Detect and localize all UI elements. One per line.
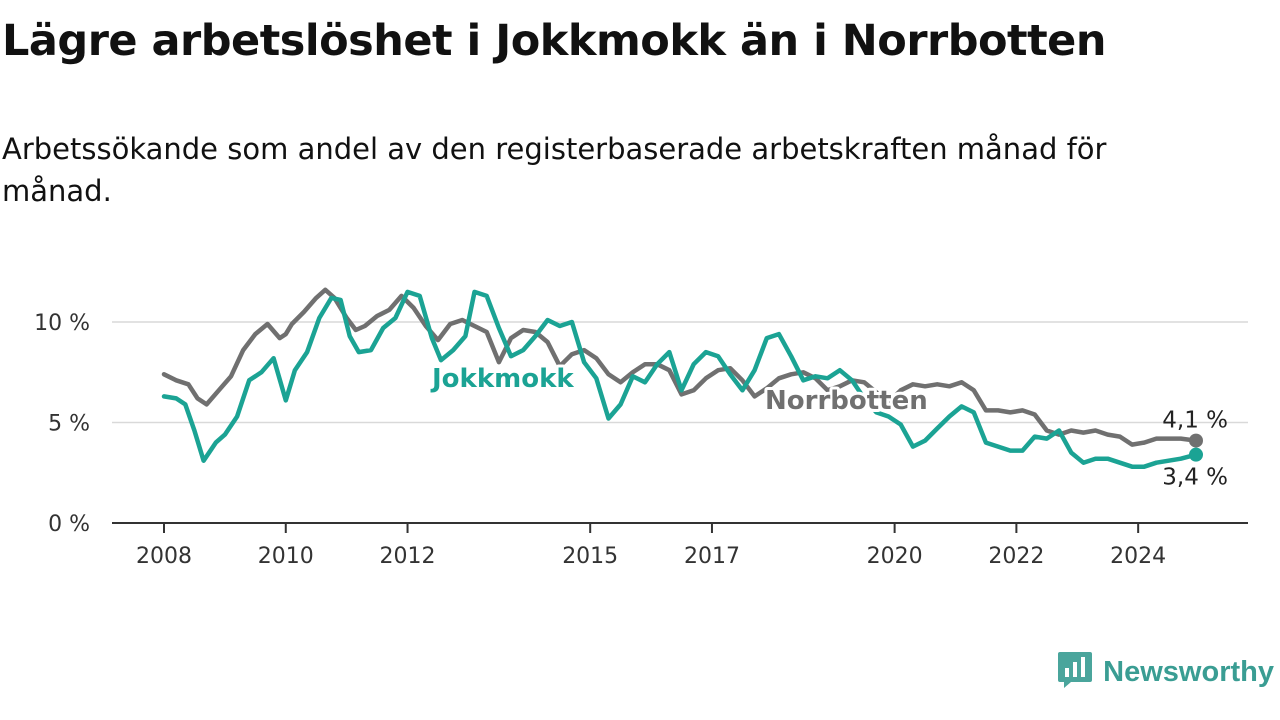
brand-name: Newsworthy — [1103, 655, 1274, 688]
end-point-norrbotten — [1189, 433, 1203, 448]
y-axis-ticks: 0 % 5 % 10 % — [34, 311, 90, 537]
series-labels: 4,1 % Norrbotten 3,4 % Jokkmokk — [427, 361, 1228, 491]
grid-lines — [112, 321, 1248, 424]
end-label-norrbotten: 4,1 % — [1162, 408, 1228, 434]
x-tick-label: 2008 — [136, 544, 192, 569]
x-tick-label: 2017 — [684, 544, 740, 569]
brand-logo: Newsworthy — [1057, 650, 1274, 694]
end-point-jokkmokk — [1189, 447, 1203, 462]
x-tick-label: 2022 — [988, 544, 1044, 569]
end-label-jokkmokk: 3,4 % — [1162, 465, 1228, 491]
series-line-norrbotten — [161, 287, 1199, 447]
series-line-jokkmokk — [161, 289, 1199, 469]
chart-subtitle: Arbetssökande som andel av den registerb… — [2, 132, 1107, 208]
series-label-jokkmokk: Jokkmokk — [430, 364, 574, 394]
y-tick-label: 5 % — [48, 412, 90, 437]
x-tick-label: 2012 — [380, 544, 436, 569]
series-lines — [161, 287, 1199, 469]
x-axis-ticks: 2008 2010 2012 2015 2017 2020 2022 2024 — [136, 523, 1166, 569]
newsworthy-logo-icon — [1057, 650, 1093, 694]
y-tick-label: 0 % — [48, 512, 90, 537]
series-label-norrbotten: Norrbotten — [765, 386, 928, 416]
x-tick-label: 2024 — [1110, 544, 1166, 569]
y-tick-label: 10 % — [34, 311, 90, 336]
x-tick-label: 2020 — [867, 544, 923, 569]
x-tick-label: 2015 — [562, 544, 618, 569]
page-title: Lägre arbetslöshet i Jokkmokk än i Norrb… — [2, 16, 1106, 66]
x-tick-label: 2010 — [258, 544, 314, 569]
